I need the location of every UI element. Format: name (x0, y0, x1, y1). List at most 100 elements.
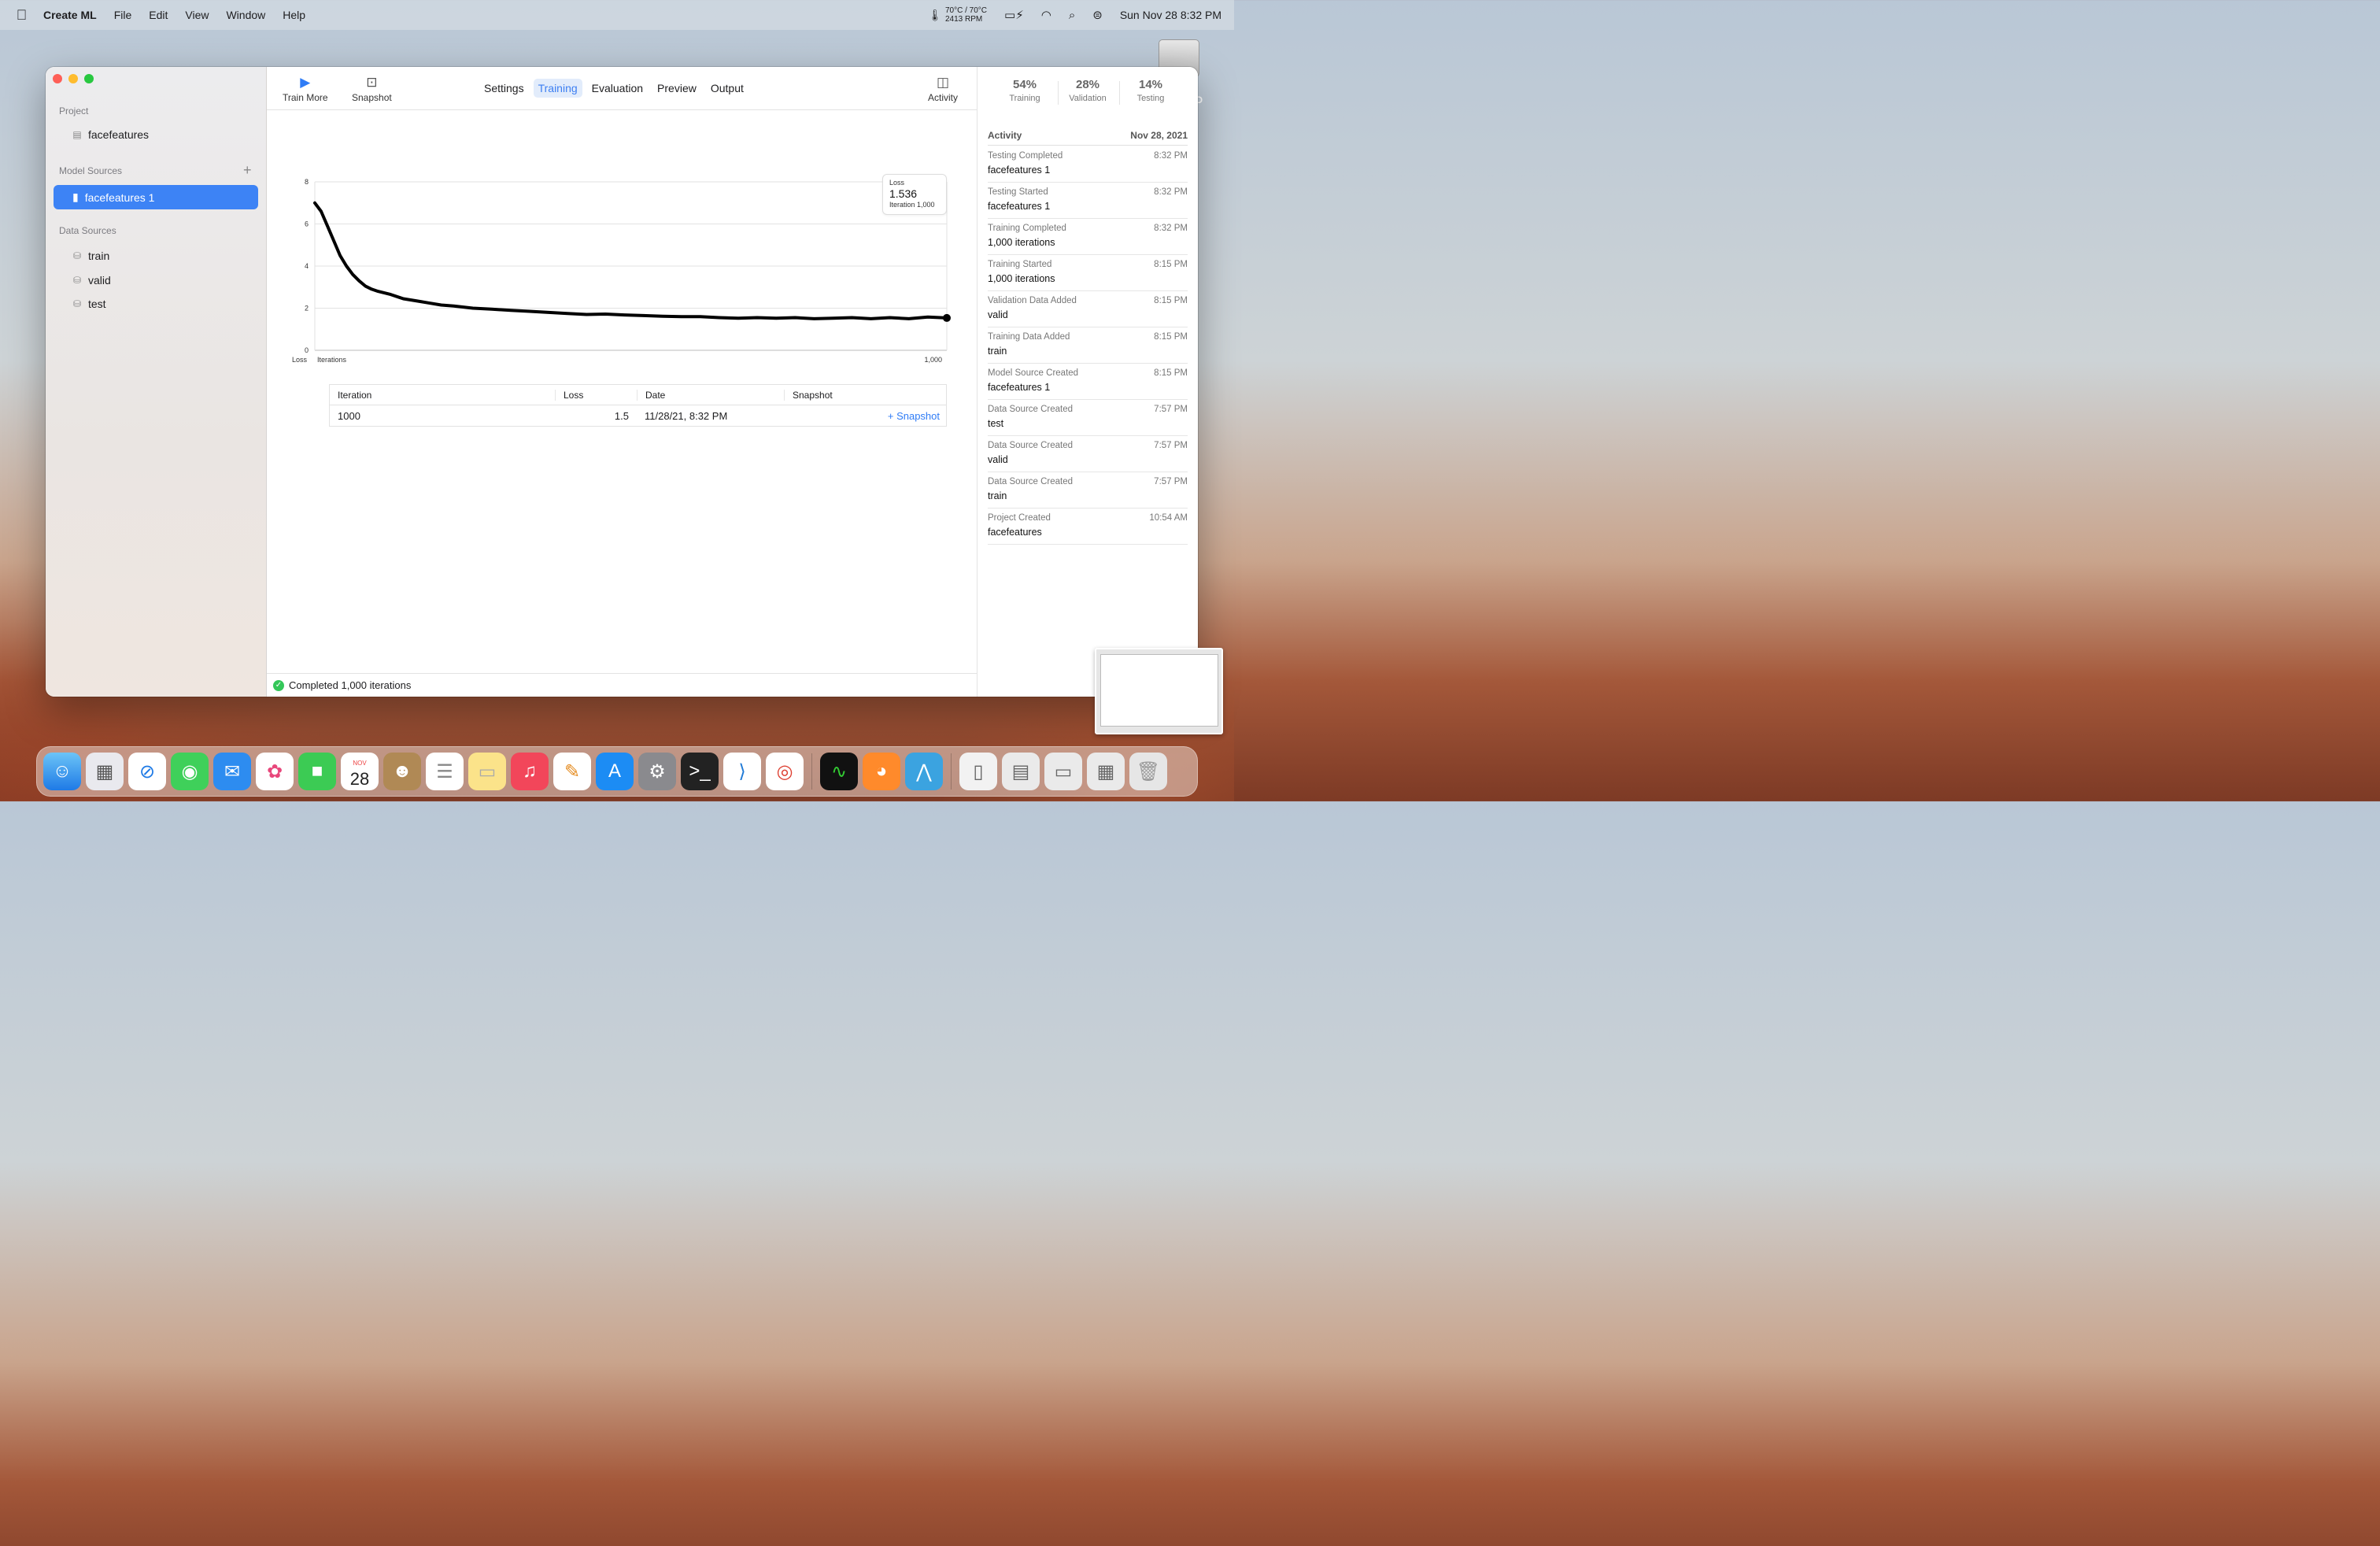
control-center-icon[interactable]: ⊜ (1092, 9, 1103, 22)
sidebar-item-project[interactable]: ▤ facefeatures (72, 128, 149, 141)
tooltip-value: 1.536 (889, 187, 918, 200)
zoom-window-button[interactable] (84, 74, 94, 83)
activity-item[interactable]: Validation Data Added 8:15 PM valid (988, 291, 1188, 327)
pages-icon[interactable]: ✎ (553, 753, 591, 790)
minimize-window-button[interactable] (68, 74, 78, 83)
split-testing-pct: 14% (1138, 78, 1163, 91)
training-pane: 0 2 4 6 8 Loss Iterations 1,000 Loss 1.536 I… (267, 110, 977, 697)
minimized-window-icon[interactable]: ▤ (1002, 753, 1040, 790)
activity-item[interactable]: Testing Started 8:32 PM facefeatures 1 (988, 183, 1188, 219)
safari-icon[interactable]: ⊘ (128, 753, 166, 790)
tab-evaluation[interactable]: Evaluation (591, 82, 644, 94)
activity-button[interactable]: ◫ Activity (928, 75, 958, 103)
music-icon[interactable]: ♫ (511, 753, 549, 790)
calendar-icon[interactable]: NOV 28 (341, 753, 379, 790)
photos-icon[interactable]: ✿ (256, 753, 294, 790)
menu-file[interactable]: File (113, 9, 132, 21)
wifi-icon[interactable]: ◠ (1040, 9, 1051, 22)
activity-item[interactable]: Data Source Created 7:57 PM test (988, 400, 1188, 436)
activity-item[interactable]: Training Completed 8:32 PM 1,000 iteration… (988, 219, 1188, 255)
battery-icon[interactable]: ▭⚡ (1004, 9, 1024, 22)
sidebar-item-model[interactable]: ▮ facefeatures 1 (54, 185, 258, 209)
sidebar-item-label: train (88, 250, 110, 262)
activity-item[interactable]: Project Created 10:54 AM facefeatures (988, 509, 1188, 545)
chrome-icon[interactable]: ◎ (766, 753, 804, 790)
activity-item[interactable]: Training Data Added 8:15 PM train (988, 327, 1188, 364)
activity-item[interactable]: Testing Completed 8:32 PM facefeatures 1 (988, 146, 1188, 183)
activity-item[interactable]: Training Started 8:15 PM 1,000 iterations (988, 255, 1188, 291)
app-store-icon[interactable]: A (596, 753, 634, 790)
col-loss[interactable]: Loss (555, 389, 637, 401)
tab-training[interactable]: Training (533, 79, 582, 98)
menu-help[interactable]: Help (283, 9, 306, 21)
add-snapshot-link[interactable]: + Snapshot (887, 409, 940, 422)
col-date[interactable]: Date (637, 389, 784, 401)
activity-event: Training Started (988, 260, 1052, 269)
dock: ☺ ▦ ⊘ ◉ ✉ ✿ ■ NOV 28 ☻ ☰ ▭ ♫ ✎ A ⚙ >_ ⟩ … (36, 746, 1198, 797)
activity-time: 8:32 PM (1154, 151, 1188, 161)
activity-item[interactable]: Model Source Created 8:15 PM facefeatures … (988, 364, 1188, 400)
snapshot-button[interactable]: ⊡ Snapshot (352, 75, 392, 103)
close-window-button[interactable] (53, 74, 62, 83)
loss-end-point[interactable] (943, 313, 951, 322)
col-snapshot[interactable]: Snapshot (784, 389, 946, 401)
menu-view[interactable]: View (185, 9, 209, 21)
sidebar-item-test[interactable]: ⛁ test (72, 298, 106, 310)
reminders-icon[interactable]: ☰ (426, 753, 464, 790)
launchpad-icon[interactable]: ▦ (86, 753, 124, 790)
model-sources-title: Model Sources (59, 165, 123, 176)
table-row[interactable]: 1000 1.5 11/28/21, 8:32 PM + Snapshot (330, 405, 946, 426)
split-training-pct: 54% (1012, 78, 1037, 91)
tab-settings[interactable]: Settings (484, 82, 524, 94)
facetime-icon[interactable]: ■ (298, 753, 336, 790)
toolbar: ▶ Train More ⊡ Snapshot Settings Trainin… (267, 67, 977, 110)
search-icon[interactable]: ⌕ (1068, 8, 1076, 22)
cell-iteration: 1000 (338, 409, 360, 422)
window-thumbnail[interactable] (1095, 648, 1223, 734)
sidebar-item-train[interactable]: ⛁ train (72, 250, 109, 262)
activity-monitor-icon[interactable]: ∿ (820, 753, 858, 790)
activity-event: Data Source Created (988, 441, 1074, 450)
system-preferences-icon[interactable]: ⚙ (638, 753, 676, 790)
sidebar-item-label: facefeatures (88, 128, 150, 141)
finder-icon[interactable]: ☺ (43, 753, 81, 790)
activity-detail: 1,000 iterations (988, 237, 1055, 248)
train-more-label: Train More (283, 92, 328, 103)
contacts-icon[interactable]: ☻ (383, 753, 421, 790)
activity-item[interactable]: Data Source Created 7:57 PM train (988, 472, 1188, 509)
apple-menu-icon[interactable]:  (0, 7, 43, 24)
terminal-icon[interactable]: >_ (681, 753, 719, 790)
tab-output[interactable]: Output (710, 82, 744, 94)
sidebar-item-valid[interactable]: ⛁ valid (72, 274, 111, 287)
temperature-widget[interactable]: 🌡 70°C / 70°C 2413 RPM (928, 6, 987, 24)
activity-item[interactable]: Data Source Created 7:57 PM valid (988, 436, 1188, 472)
y-tick-label: 0 (305, 346, 309, 354)
calendar-month: NOV (353, 760, 367, 767)
mail-icon[interactable]: ✉ (213, 753, 251, 790)
activity-time: 8:32 PM (1154, 224, 1188, 233)
activity-detail: facefeatures 1 (988, 165, 1051, 176)
col-iteration[interactable]: Iteration (338, 389, 372, 401)
menu-window[interactable]: Window (226, 9, 266, 21)
clock[interactable]: Sun Nov 28 8:32 PM (1119, 9, 1221, 21)
messages-icon[interactable]: ◉ (171, 753, 209, 790)
notes-icon[interactable]: ▭ (468, 753, 506, 790)
activity-detail: facefeatures 1 (988, 382, 1051, 393)
create-ml-icon[interactable]: ⋀ (905, 753, 943, 790)
archive-file-icon[interactable]: ▯ (959, 753, 997, 790)
trash-icon[interactable]: 🗑 (1129, 753, 1167, 790)
app-menu[interactable]: Create ML (43, 9, 97, 21)
firefox-icon[interactable]: ◕ (863, 753, 900, 790)
minimized-window-icon[interactable]: ▦ (1087, 753, 1125, 790)
create-ml-window: Project ▤ facefeatures Model Sources + ▮… (46, 67, 1198, 697)
split-validation: 28% Validation (1056, 78, 1119, 103)
activity-event: Testing Started (988, 187, 1048, 197)
vscode-icon[interactable]: ⟩ (723, 753, 761, 790)
tab-preview[interactable]: Preview (657, 82, 697, 94)
add-model-source-button[interactable]: + (243, 162, 252, 178)
minimized-window-icon[interactable]: ▭ (1044, 753, 1082, 790)
menu-edit[interactable]: Edit (149, 9, 168, 21)
calendar-day: 28 (349, 769, 370, 789)
train-more-button[interactable]: ▶ Train More (283, 75, 328, 103)
database-icon: ⛁ (72, 298, 82, 309)
